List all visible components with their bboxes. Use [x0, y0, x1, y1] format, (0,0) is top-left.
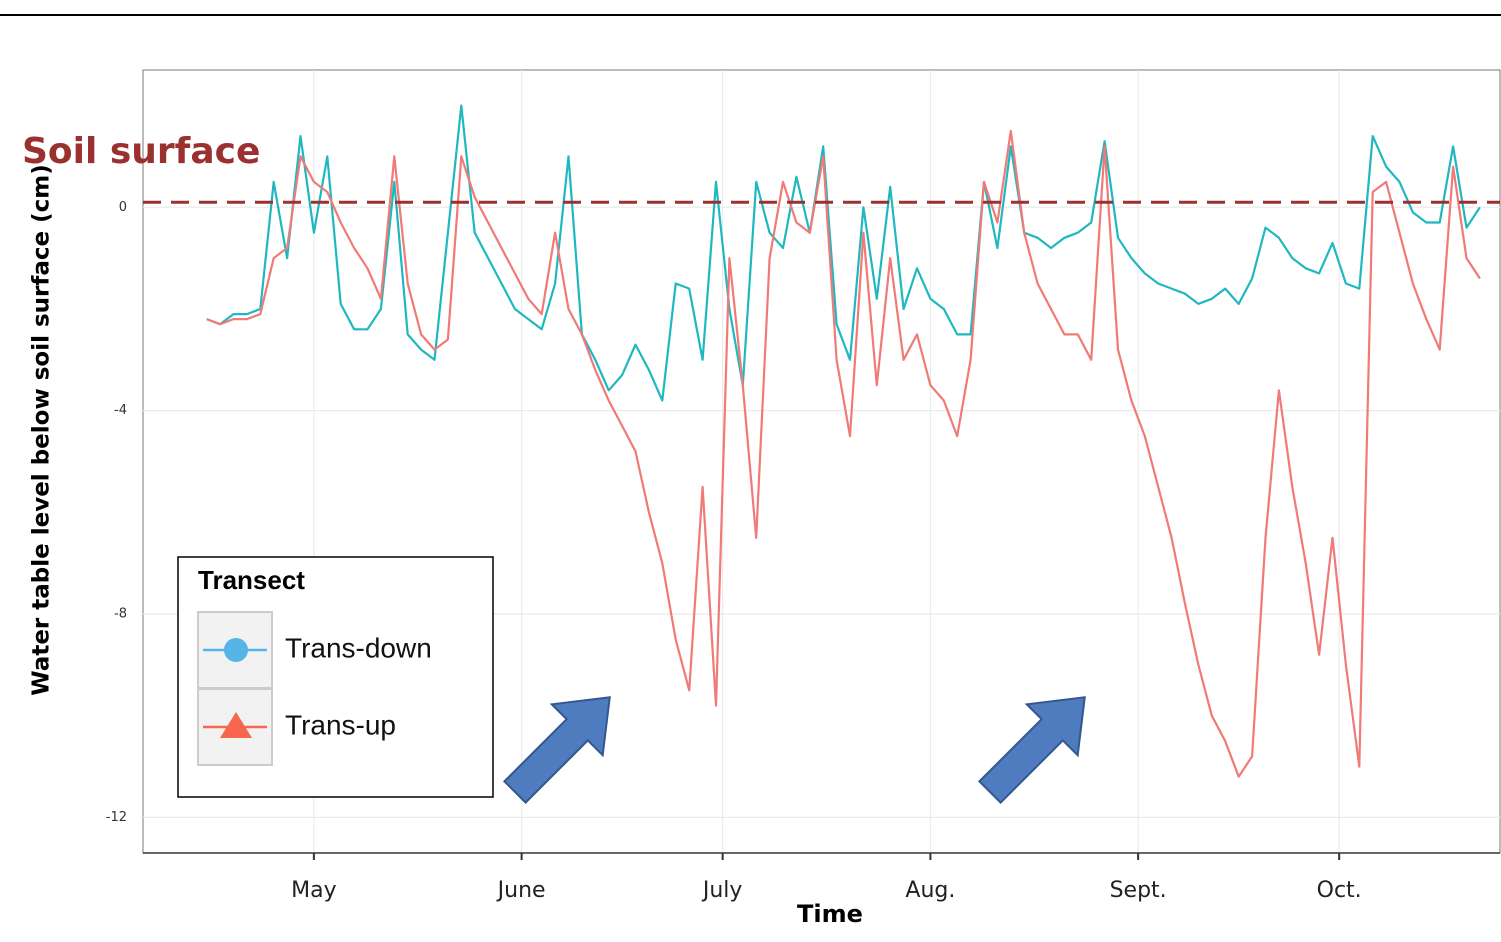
series-line	[206, 104, 1481, 402]
legend-title: Transect	[198, 565, 305, 595]
arrow	[502, 696, 611, 805]
y-tick-label: -4	[114, 403, 127, 418]
y-axis-title: Water table level below soil surface (cm…	[29, 164, 55, 696]
x-tick-label: Aug.	[905, 878, 955, 903]
legend-marker	[220, 712, 252, 738]
series-line	[206, 129, 1481, 778]
x-tick-label: May	[291, 878, 336, 903]
legend: Transect Trans-down Trans-up	[177, 556, 494, 798]
legend-marker	[224, 638, 248, 662]
ticks: -12 -8 -4 0 May June July Aug. Sept. Oct.	[106, 200, 1362, 903]
series-lines	[206, 104, 1481, 778]
legend-label: Trans-up	[285, 709, 396, 740]
arrow	[977, 696, 1086, 805]
x-tick-label: June	[496, 878, 546, 903]
y-tick-label: -8	[114, 607, 127, 622]
y-tick-label: 0	[119, 200, 127, 215]
reference-label: Soil surface	[22, 131, 260, 172]
arrows	[502, 696, 1086, 805]
x-axis-title: Time	[797, 900, 863, 928]
reference: Soil surface	[22, 131, 1500, 204]
x-tick-label: Sept.	[1110, 878, 1167, 903]
y-tick-label: -12	[106, 810, 127, 825]
x-tick-label: Oct.	[1317, 878, 1362, 903]
x-tick-label: July	[701, 878, 743, 903]
legend-label: Trans-down	[285, 632, 432, 663]
